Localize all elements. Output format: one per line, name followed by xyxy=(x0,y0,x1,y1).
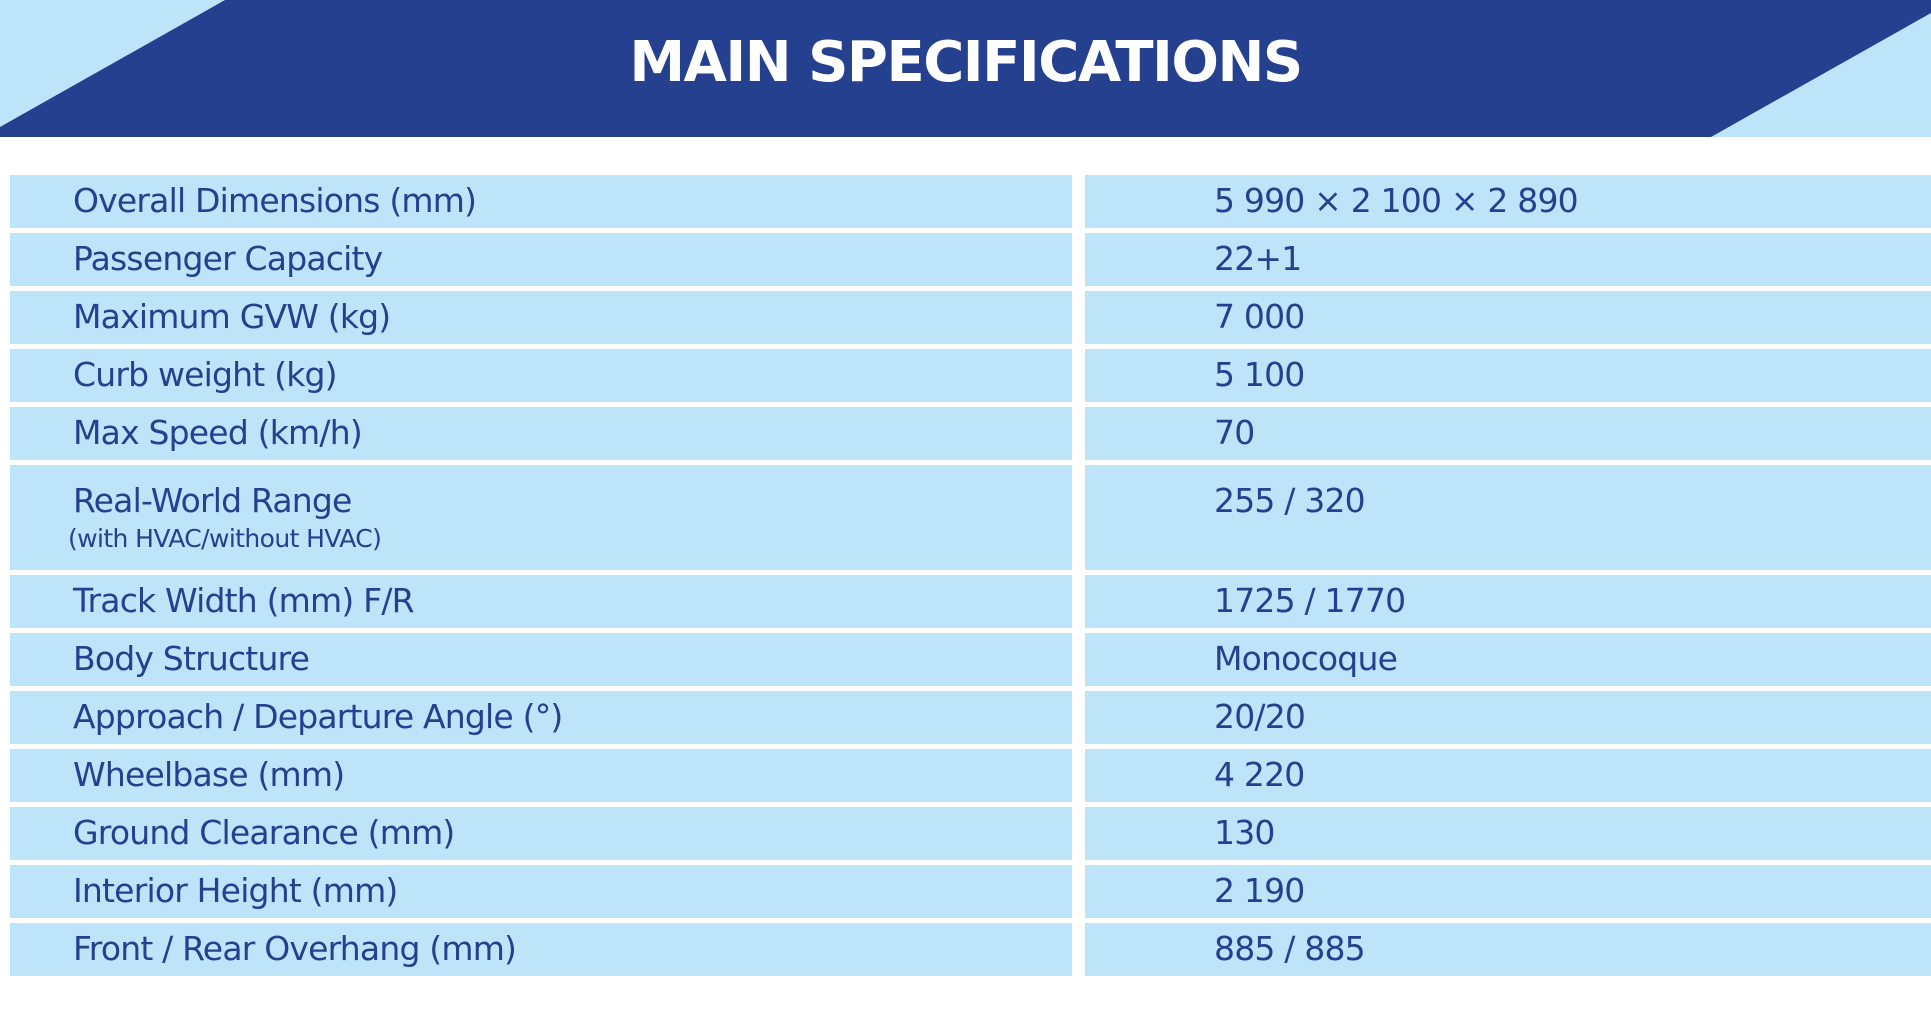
spec-label: Track Width (mm) F/R xyxy=(73,581,415,620)
spec-value-cell: 20/20 xyxy=(1085,691,1931,744)
spec-value-cell: 7 000 xyxy=(1085,291,1931,344)
spec-label-cell: Front / Rear Overhang (mm) xyxy=(10,923,1072,976)
spec-value-cell: 5 100 xyxy=(1085,349,1931,402)
spec-label-cell: Interior Height (mm) xyxy=(10,865,1072,918)
spec-row-passenger-capacity: Passenger Capacity 22+1 xyxy=(0,228,1931,286)
spec-row-real-world-range: Real-World Range (with HVAC/without HVAC… xyxy=(0,460,1931,570)
spec-value-cell: 255 / 320 xyxy=(1085,465,1931,570)
spec-value: 4 220 xyxy=(1214,755,1305,794)
spec-label-cell: Real-World Range (with HVAC/without HVAC… xyxy=(10,465,1072,570)
spec-label-cell: Max Speed (km/h) xyxy=(10,407,1072,460)
spec-value-cell: 130 xyxy=(1085,807,1931,860)
spec-value: Monocoque xyxy=(1214,639,1398,678)
spec-row-approach-departure-angle: Approach / Departure Angle (°) 20/20 xyxy=(0,686,1931,744)
spec-label: Interior Height (mm) xyxy=(73,871,398,910)
spec-row-ground-clearance: Ground Clearance (mm) 130 xyxy=(0,802,1931,860)
spec-value-cell: 5 990 × 2 100 × 2 890 xyxy=(1085,175,1931,228)
spec-row-maximum-gvw: Maximum GVW (kg) 7 000 xyxy=(0,286,1931,344)
spec-row-max-speed: Max Speed (km/h) 70 xyxy=(0,402,1931,460)
spec-label: Body Structure xyxy=(73,639,310,678)
spec-row-overall-dimensions: Overall Dimensions (mm) 5 990 × 2 100 × … xyxy=(0,170,1931,228)
spec-value: 22+1 xyxy=(1214,239,1302,278)
spec-label: Real-World Range xyxy=(73,481,352,520)
spec-value: 5 100 xyxy=(1214,355,1305,394)
spec-label-cell: Maximum GVW (kg) xyxy=(10,291,1072,344)
spec-label: Front / Rear Overhang (mm) xyxy=(73,929,517,968)
spec-sublabel: (with HVAC/without HVAC) xyxy=(68,524,382,553)
spec-label-cell: Ground Clearance (mm) xyxy=(10,807,1072,860)
spec-row-curb-weight: Curb weight (kg) 5 100 xyxy=(0,344,1931,402)
spec-row-front-rear-overhang: Front / Rear Overhang (mm) 885 / 885 xyxy=(0,918,1931,976)
spec-value: 130 xyxy=(1214,813,1275,852)
spec-value-cell: 70 xyxy=(1085,407,1931,460)
spec-label-cell: Approach / Departure Angle (°) xyxy=(10,691,1072,744)
spec-label-cell: Body Structure xyxy=(10,633,1072,686)
spec-row-body-structure: Body Structure Monocoque xyxy=(0,628,1931,686)
spec-row-track-width: Track Width (mm) F/R 1725 / 1770 xyxy=(0,570,1931,628)
spec-label: Maximum GVW (kg) xyxy=(73,297,391,336)
spec-value-cell: 1725 / 1770 xyxy=(1085,575,1931,628)
spec-label-cell: Track Width (mm) F/R xyxy=(10,575,1072,628)
spec-value: 7 000 xyxy=(1214,297,1305,336)
spec-value-cell: 4 220 xyxy=(1085,749,1931,802)
specifications-table: Overall Dimensions (mm) 5 990 × 2 100 × … xyxy=(0,170,1931,976)
spec-value: 1725 / 1770 xyxy=(1214,581,1406,620)
spec-label: Ground Clearance (mm) xyxy=(73,813,455,852)
spec-value-cell: 2 190 xyxy=(1085,865,1931,918)
spec-label: Overall Dimensions (mm) xyxy=(73,181,477,220)
spec-row-wheelbase: Wheelbase (mm) 4 220 xyxy=(0,744,1931,802)
spec-value: 885 / 885 xyxy=(1214,929,1366,968)
spec-value-cell: Monocoque xyxy=(1085,633,1931,686)
spec-label-cell: Wheelbase (mm) xyxy=(10,749,1072,802)
spec-label-cell: Overall Dimensions (mm) xyxy=(10,175,1072,228)
spec-label-cell: Curb weight (kg) xyxy=(10,349,1072,402)
spec-value: 20/20 xyxy=(1214,697,1306,736)
header-banner: MAIN SPECIFICATIONS xyxy=(0,0,1931,137)
spec-value: 2 190 xyxy=(1214,871,1305,910)
spec-label: Wheelbase (mm) xyxy=(73,755,345,794)
spec-value-cell: 885 / 885 xyxy=(1085,923,1931,976)
spec-value: 255 / 320 xyxy=(1214,481,1366,520)
spec-label: Approach / Departure Angle (°) xyxy=(73,697,563,736)
spec-value-cell: 22+1 xyxy=(1085,233,1931,286)
spec-row-interior-height: Interior Height (mm) 2 190 xyxy=(0,860,1931,918)
spec-label: Max Speed (km/h) xyxy=(73,413,363,452)
page-title: MAIN SPECIFICATIONS xyxy=(629,30,1303,95)
spec-label: Curb weight (kg) xyxy=(73,355,338,394)
spec-value: 5 990 × 2 100 × 2 890 xyxy=(1214,181,1579,220)
spec-label-cell: Passenger Capacity xyxy=(10,233,1072,286)
spec-label: Passenger Capacity xyxy=(73,239,383,278)
spec-value: 70 xyxy=(1214,413,1255,452)
